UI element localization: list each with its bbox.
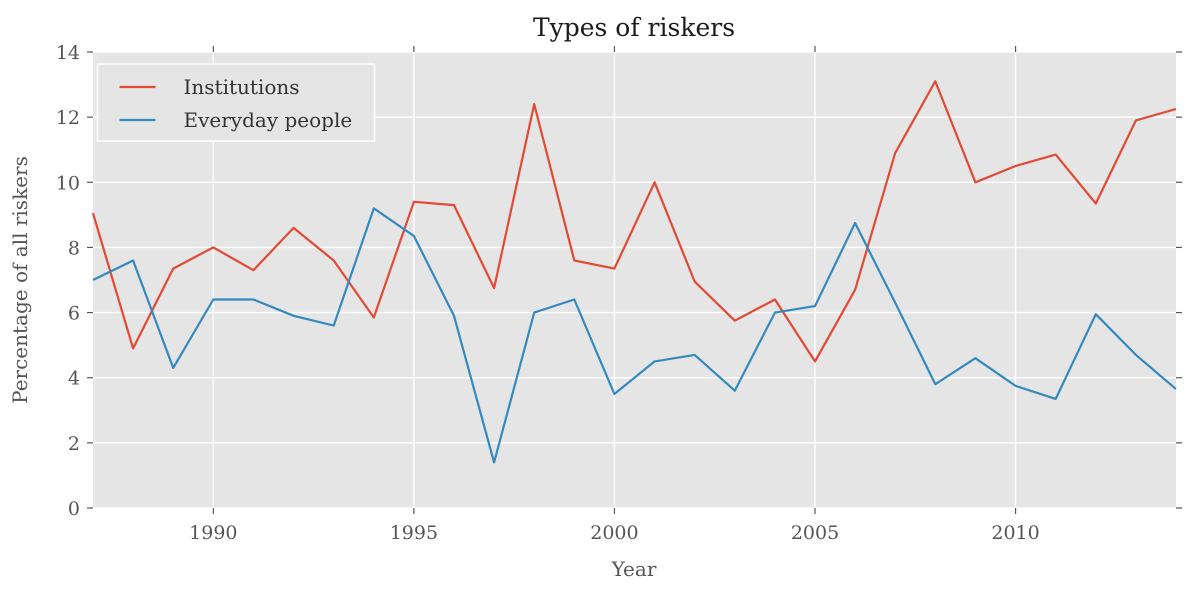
x-tick-label: 1995	[390, 522, 438, 544]
data-series	[91, 80, 1177, 464]
x-axis-label: Year	[611, 557, 657, 581]
y-tick-label: 2	[68, 433, 80, 455]
x-tick-label: 2005	[791, 522, 839, 544]
axis-tick-labels: 1990 1995 2000 2005 2010 0 2 4 6 8 10 12 14	[56, 42, 1040, 544]
y-tick-label: 8	[68, 237, 80, 259]
legend-label: Institutions	[184, 75, 300, 99]
legend: Institutions Everyday people	[96, 63, 376, 142]
x-tick-label: 2010	[991, 522, 1039, 544]
y-tick-label: 14	[56, 42, 80, 64]
legend-box	[96, 63, 376, 142]
chart-title: Types of riskers	[533, 13, 735, 42]
legend-label: Everyday people	[184, 108, 353, 132]
y-tick-label: 10	[56, 172, 80, 194]
x-tick-label: 1990	[189, 522, 237, 544]
series-line-institutions	[91, 80, 1177, 363]
gridlines	[93, 51, 1176, 509]
y-tick-label: 6	[68, 303, 80, 325]
axis-ticks	[87, 46, 1182, 514]
series-line-everyday-people	[92, 207, 1177, 464]
y-tick-label: 0	[68, 498, 80, 520]
x-tick-label: 2000	[590, 522, 638, 544]
y-tick-label: 12	[56, 107, 80, 129]
y-axis-label: Percentage of all riskers	[8, 156, 32, 404]
y-tick-label: 4	[68, 368, 80, 390]
